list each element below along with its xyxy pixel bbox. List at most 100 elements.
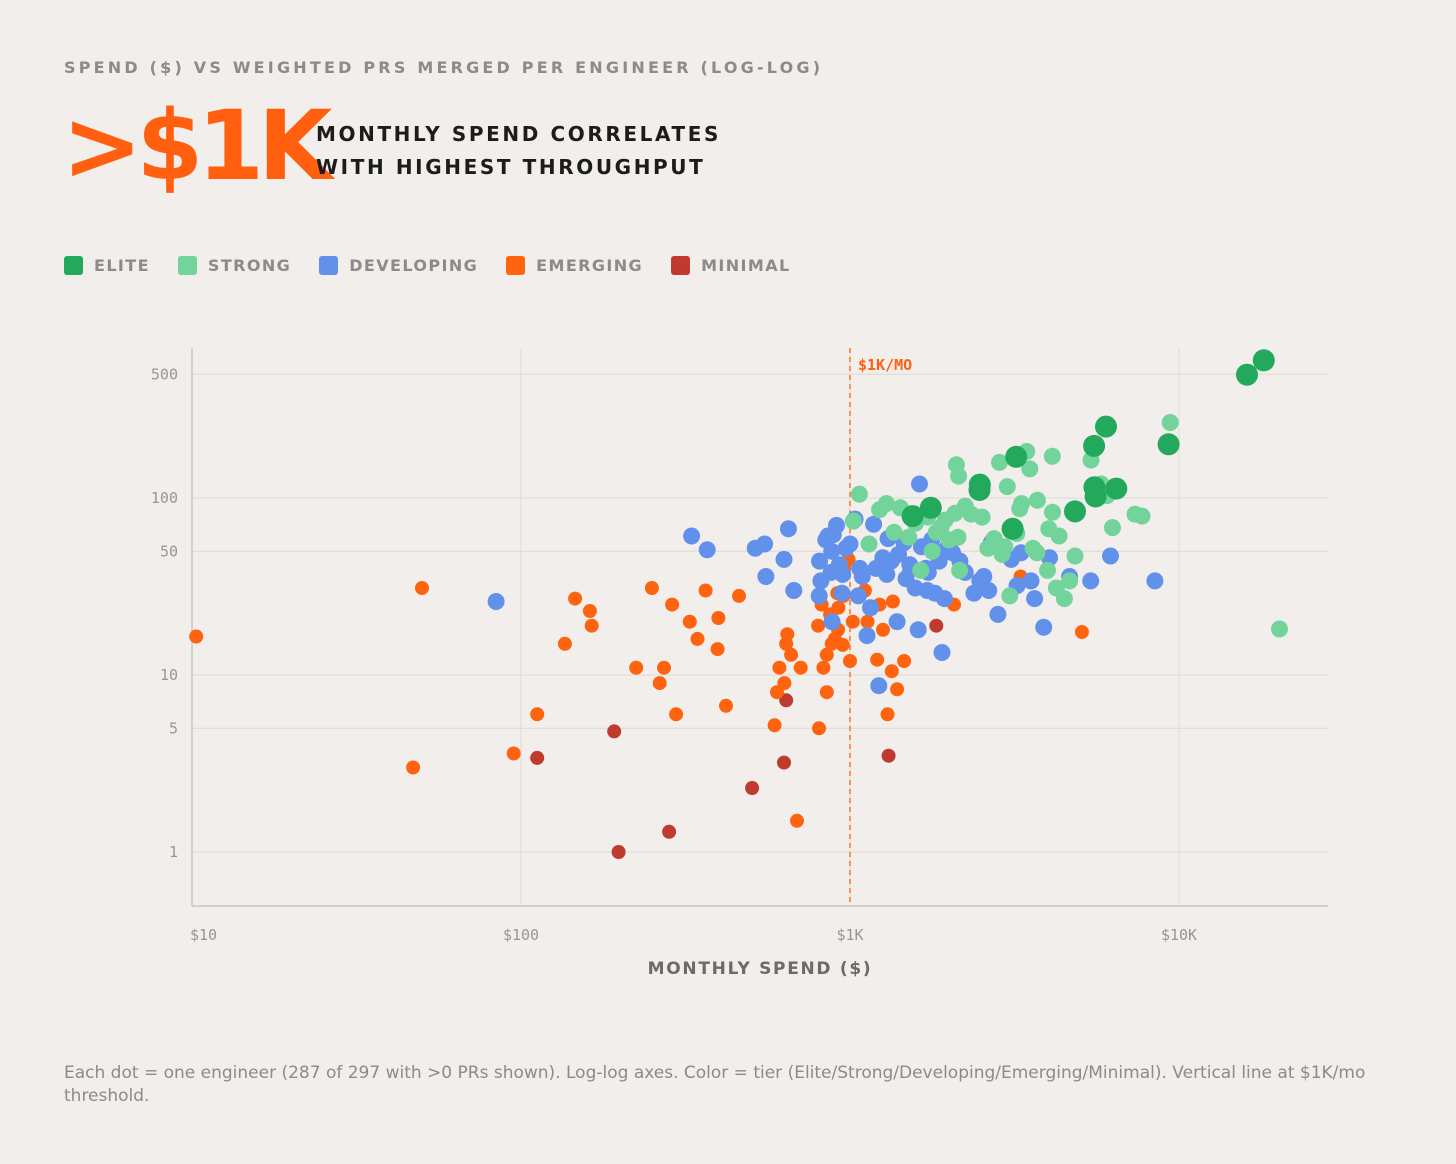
data-point-minimal (745, 781, 760, 795)
data-point-emerging (767, 718, 782, 733)
data-point-developing (810, 587, 828, 605)
data-point-strong (932, 519, 950, 537)
legend-swatch-elite (64, 256, 83, 275)
hero-stat: >$1K (62, 90, 332, 202)
data-point-elite (1157, 433, 1180, 456)
data-point-emerging (644, 581, 659, 595)
data-point-emerging (682, 614, 697, 629)
data-point-developing (823, 613, 841, 631)
data-point-developing (1022, 572, 1040, 590)
data-point-emerging (790, 813, 804, 828)
data-point-strong (991, 453, 1008, 471)
y-tick-label: 100 (151, 489, 178, 507)
data-point-emerging (710, 642, 725, 657)
data-point-minimal (929, 618, 944, 633)
data-point-minimal (607, 724, 622, 739)
data-point-emerging (831, 600, 846, 615)
data-point-developing (841, 535, 859, 553)
data-point-strong (1039, 561, 1056, 579)
data-point-developing (878, 565, 896, 583)
data-point-emerging (890, 682, 905, 697)
data-point-minimal (881, 748, 896, 763)
data-point-emerging (884, 664, 899, 679)
data-point-strong (1001, 587, 1019, 605)
data-point-emerging (719, 698, 733, 713)
data-point-emerging (784, 647, 799, 662)
data-point-elite (1001, 517, 1024, 540)
data-point-emerging (860, 614, 875, 629)
data-point-emerging (582, 604, 597, 618)
data-point-developing (1146, 572, 1164, 590)
data-point-developing (853, 568, 871, 585)
data-point-developing (834, 565, 852, 583)
data-point-developing (1035, 618, 1053, 636)
data-point-strong (850, 485, 868, 503)
data-point-developing (849, 587, 867, 605)
data-point-strong (1271, 620, 1288, 638)
data-point-emerging (698, 583, 713, 598)
data-point-strong (923, 542, 941, 560)
data-point-strong (1061, 572, 1079, 590)
data-point-developing (862, 599, 879, 617)
axes: 500 100 50 10 5 1 $10 $100 $1K $10K (151, 348, 1328, 944)
data-point-elite (968, 473, 991, 496)
data-point-emerging (530, 707, 545, 722)
data-point-strong (1028, 544, 1046, 562)
x-axis-title: MONTHLY SPEND ($) (648, 959, 873, 979)
data-point-strong (1161, 414, 1179, 431)
data-point-emerging (845, 614, 860, 629)
data-point-developing (888, 613, 906, 631)
data-point-elite (919, 496, 942, 519)
data-point-emerging (816, 660, 831, 675)
data-point-elite (1105, 477, 1128, 500)
data-point-developing (870, 677, 888, 695)
data-point-developing (756, 535, 774, 553)
y-tick-label: 1 (169, 843, 178, 861)
scatter-chart: 500 100 50 10 5 1 $10 $100 $1K $10K $1K/MO MONTHL… (151, 348, 1328, 979)
data-point-developing (683, 527, 701, 545)
data-point-minimal (779, 693, 794, 708)
data-point-strong (973, 508, 991, 526)
legend-item-minimal: MINIMAL (671, 256, 791, 275)
data-point-emerging (793, 660, 808, 675)
legend-swatch-minimal (671, 256, 691, 275)
headline: MONTHLY SPEND CORRELATES WITH HIGHEST TH… (316, 122, 722, 179)
legend-label-minimal: MINIMAL (701, 256, 791, 275)
data-point-developing (779, 520, 797, 538)
data-point-developing (980, 582, 998, 599)
data-point-minimal (530, 750, 545, 765)
y-tick-label: 500 (151, 365, 178, 383)
data-point-minimal (662, 824, 677, 839)
data-point-emerging (885, 594, 900, 609)
chart-eyebrow: SPEND ($) VS WEIGHTED PRS MERGED PER ENG… (64, 58, 824, 77)
data-point-developing (935, 590, 953, 608)
legend-item-emerging: EMERGING (506, 256, 643, 275)
data-point-strong (1044, 503, 1061, 521)
data-point-elite (1005, 445, 1028, 468)
data-point-developing (911, 475, 928, 493)
y-tick-label: 5 (169, 719, 178, 737)
data-point-emerging (819, 685, 834, 700)
data-point-emerging (779, 636, 794, 651)
data-point-developing (698, 541, 716, 559)
data-point-emerging (870, 652, 885, 667)
data-point-emerging (652, 676, 667, 691)
grid (192, 348, 1328, 906)
data-point-strong (912, 561, 930, 579)
data-point-emerging (876, 622, 890, 637)
data-point-developing (785, 582, 803, 599)
data-point-emerging (772, 660, 787, 675)
legend-item-strong: STRONG (177, 256, 292, 275)
data-point-strong (993, 545, 1011, 563)
data-point-minimal (611, 845, 626, 859)
legend-label-strong: STRONG (207, 256, 292, 275)
data-point-elite (1084, 485, 1107, 508)
data-point-emerging (843, 654, 857, 668)
threshold-label: $1K/MO (858, 356, 912, 374)
data-point-minimal (777, 755, 791, 770)
legend-item-developing: DEVELOPING (319, 256, 478, 275)
data-point-strong (949, 528, 967, 546)
data-point-emerging (819, 647, 834, 662)
data-point-emerging (1074, 625, 1089, 639)
data-point-emerging (835, 637, 850, 652)
